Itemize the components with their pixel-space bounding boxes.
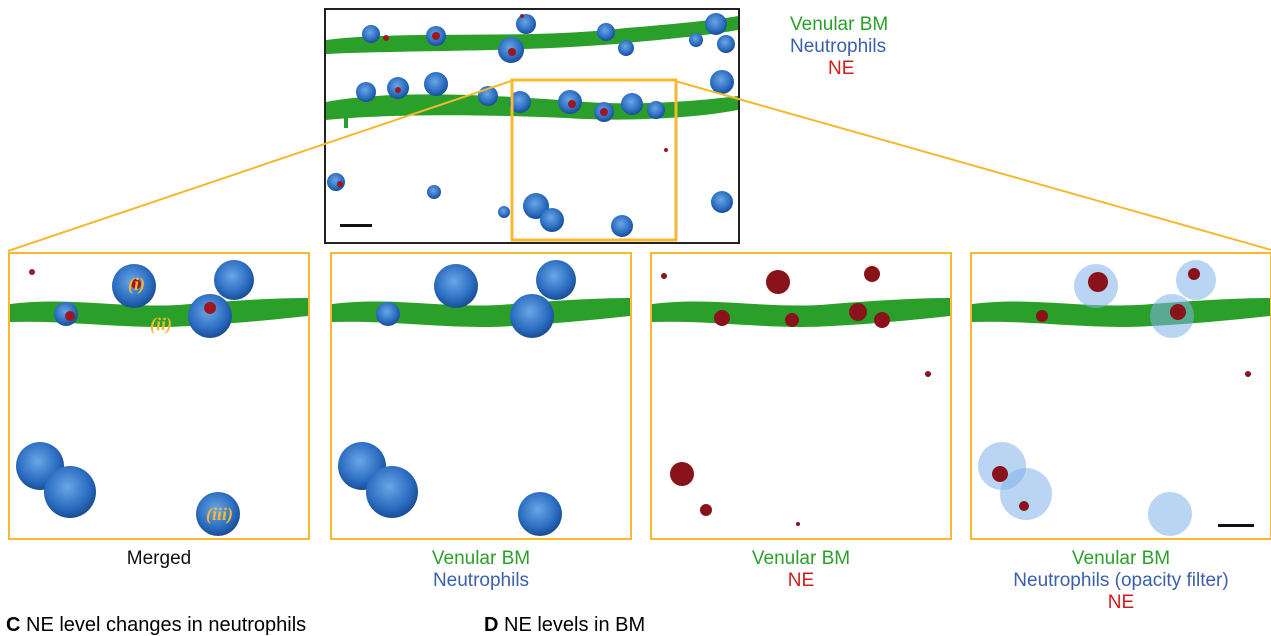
zoom-guide-lines (7, 80, 1271, 252)
channel-legend: Venular BM Neutrophils NE (790, 14, 888, 80)
section-c-letter: C (6, 614, 21, 636)
section-d-letter: D (484, 614, 499, 636)
section-c-heading: C NE level changes in neutrophils (6, 614, 306, 636)
panel-merged: (i) (ii) (iii) (8, 252, 310, 540)
caption-bm-opacity: Venular BM Neutrophils (opacity filter) … (970, 548, 1271, 614)
legend-neutrophils: Neutrophils (790, 36, 887, 57)
section-c-title: NE level changes in neutrophils (26, 614, 307, 636)
panel-bm-ne (650, 252, 952, 540)
section-d-heading: D NE levels in BM (484, 614, 645, 636)
caption-bm-ne-line-2: NE (787, 570, 815, 591)
legend-ne: NE (828, 58, 855, 79)
caption-bm-neutrophils-line-1: Venular BM (431, 548, 531, 569)
panel-bm-neutrophils (330, 252, 632, 540)
caption-merged-line-1: Merged (126, 548, 192, 569)
caption-bm-ne: Venular BM NE (650, 548, 952, 592)
cell-label-ii: (ii) (150, 314, 172, 335)
section-d-title: NE levels in BM (504, 614, 646, 636)
overview-image (326, 13, 738, 242)
overview-micrograph (324, 8, 740, 244)
caption-bm-opacity-line-3: NE (1107, 592, 1135, 613)
cell-label-i: (i) (128, 274, 145, 295)
caption-bm-opacity-line-2: Neutrophils (opacity filter) (1013, 570, 1229, 591)
panel-bm-opacity (970, 252, 1271, 540)
caption-bm-ne-line-1: Venular BM (751, 548, 851, 569)
legend-venular-bm: Venular BM (790, 14, 889, 35)
caption-bm-neutrophils: Venular BM Neutrophils (330, 548, 632, 592)
cell-label-iii: (iii) (206, 504, 233, 525)
caption-bm-opacity-line-1: Venular BM (1071, 548, 1171, 569)
caption-bm-neutrophils-line-2: Neutrophils (432, 570, 530, 591)
caption-merged: Merged (8, 548, 310, 570)
